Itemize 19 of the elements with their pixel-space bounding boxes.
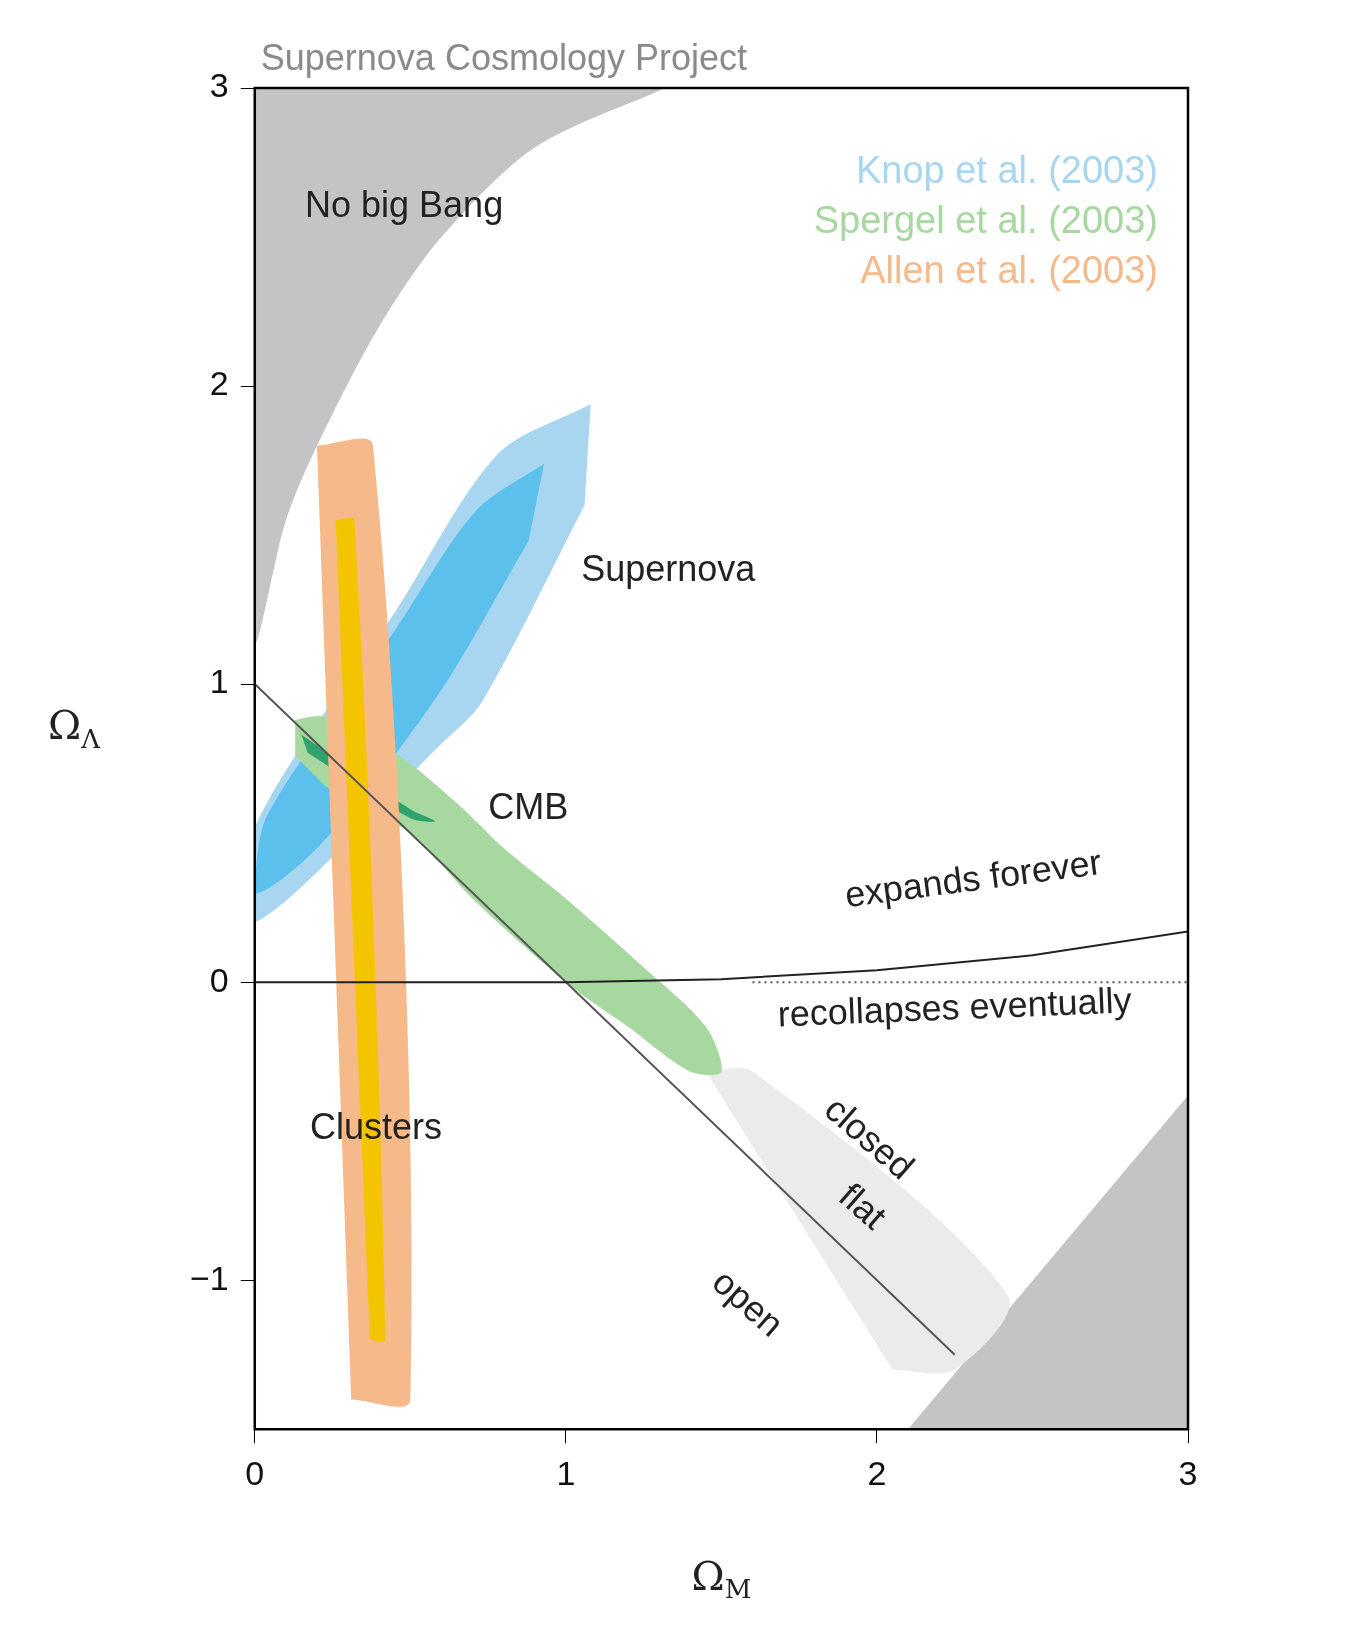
x-tick-label: 1: [556, 1453, 576, 1492]
text: Allen et al. (2003): [860, 249, 1158, 292]
annotation: No big Bang: [305, 184, 504, 226]
y-tick-label: −1: [190, 1258, 229, 1297]
annotation: recollapses eventually: [776, 979, 1133, 1035]
x-tick-label: 2: [867, 1453, 887, 1492]
x-tick-label: 0: [245, 1453, 265, 1492]
x-tick-label: 3: [1178, 1453, 1198, 1492]
annotation: Clusters: [310, 1105, 443, 1147]
annotation: CMB: [488, 786, 569, 828]
text: Knop et al. (2003): [855, 149, 1158, 192]
y-tick-label: 3: [209, 66, 229, 105]
annotation: expands forever: [842, 841, 1104, 916]
chart-title: Supernova Cosmology Project: [260, 36, 748, 78]
text: Spergel et al. (2003): [813, 199, 1158, 242]
y-tick-label: 0: [209, 960, 229, 999]
annotation: Supernova: [581, 547, 757, 589]
y-tick-label: 2: [209, 364, 229, 403]
y-tick-label: 1: [209, 662, 229, 701]
